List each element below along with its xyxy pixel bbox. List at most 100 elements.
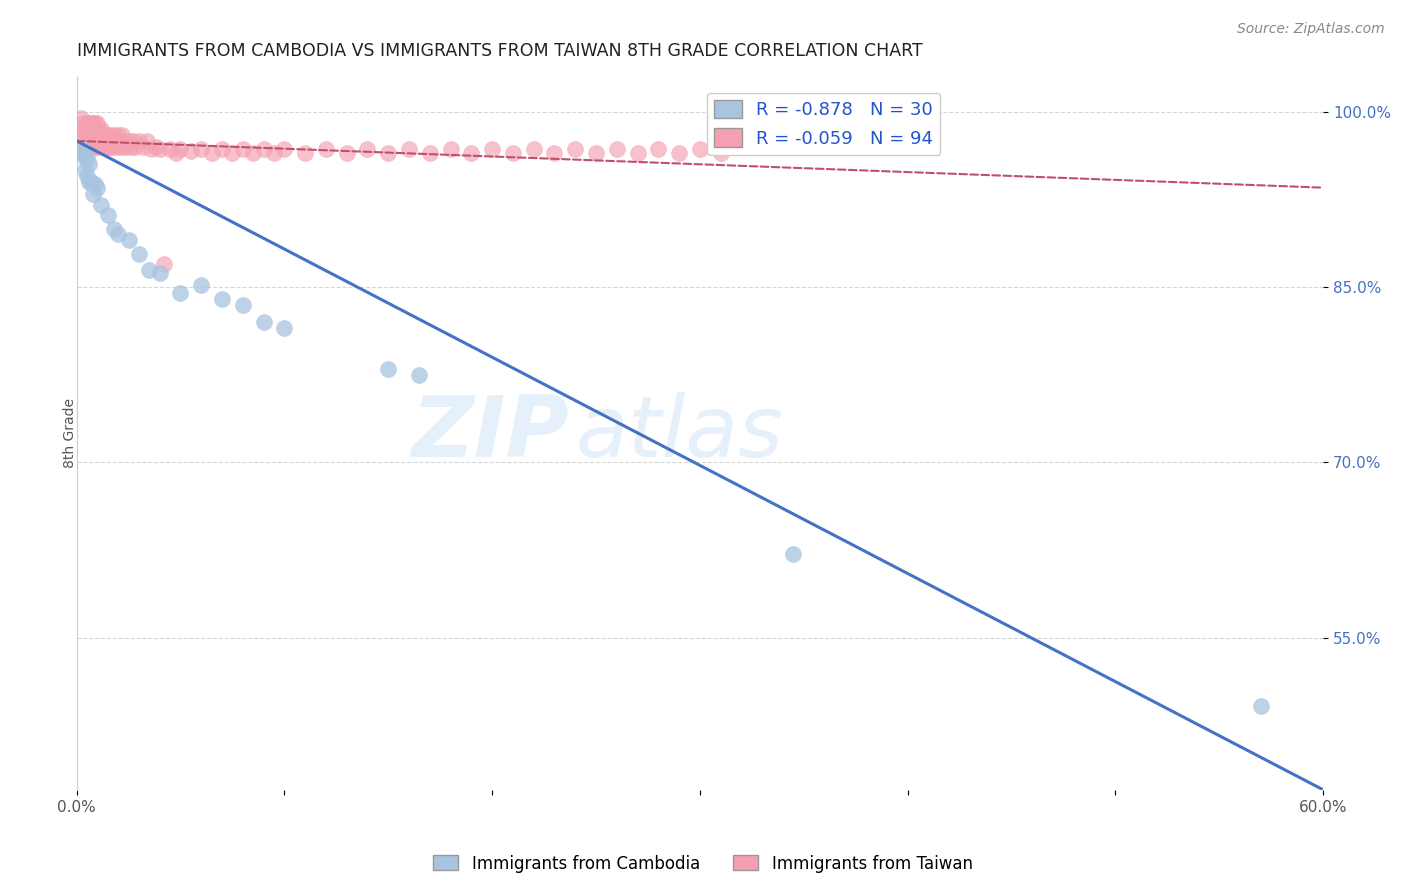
Point (77, 175, 100, 189)
Point (169, 285, 191, 300)
Point (211, 142, 233, 156)
Point (273, 142, 295, 156)
Point (73, 122, 96, 136)
Point (103, 221, 125, 235)
Point (73, 152, 96, 166)
Point (211, 292, 233, 306)
Point (77, 116, 100, 130)
Point (90, 122, 112, 136)
Point (90, 134, 112, 148)
Point (190, 277, 212, 292)
Point (76, 152, 98, 166)
Point (523, 142, 546, 156)
Point (263, 145, 285, 160)
Point (94, 128, 117, 142)
Point (481, 142, 503, 156)
Point (689, 142, 711, 156)
Point (97, 208, 120, 222)
Point (1250, 698, 1272, 713)
Point (69, 140, 91, 154)
Point (232, 297, 254, 311)
Point (89, 122, 111, 136)
Point (117, 233, 139, 247)
Point (103, 140, 125, 154)
Point (107, 140, 129, 154)
Point (69, 122, 91, 136)
Point (128, 247, 150, 261)
Point (710, 145, 733, 160)
Text: ZIP: ZIP (412, 392, 569, 475)
Point (159, 142, 181, 156)
Point (232, 142, 254, 156)
Point (149, 142, 172, 156)
Point (273, 321, 295, 335)
Point (120, 140, 142, 154)
Point (107, 227, 129, 242)
Point (242, 145, 264, 160)
Point (93, 128, 115, 142)
Point (564, 142, 586, 156)
Point (668, 145, 690, 160)
Point (112, 134, 135, 148)
Point (86, 128, 108, 142)
Point (84, 140, 107, 154)
Point (82, 128, 104, 142)
Point (82, 140, 104, 154)
Legend: Immigrants from Cambodia, Immigrants from Taiwan: Immigrants from Cambodia, Immigrants fro… (426, 848, 980, 880)
Point (89, 134, 111, 148)
Point (73, 134, 96, 148)
Point (180, 145, 202, 159)
Point (377, 145, 399, 160)
Point (86, 116, 108, 130)
Point (315, 142, 337, 156)
Point (153, 257, 176, 271)
Point (98, 128, 121, 142)
Legend: R = -0.878   N = 30, R = -0.059   N = 94: R = -0.878 N = 30, R = -0.059 N = 94 (707, 93, 941, 155)
Point (377, 362, 399, 376)
Point (439, 142, 461, 156)
Point (103, 128, 125, 142)
Point (585, 145, 607, 160)
Point (73, 163, 96, 178)
Text: atlas: atlas (575, 392, 783, 475)
Point (76, 128, 98, 142)
Point (77, 157, 100, 171)
Point (97, 128, 120, 142)
Point (72, 145, 94, 160)
Point (128, 134, 150, 148)
Point (82, 116, 104, 130)
Point (77, 140, 100, 154)
Point (132, 140, 155, 154)
Point (460, 145, 482, 160)
Point (647, 142, 669, 156)
Point (80, 128, 103, 142)
Point (84, 128, 107, 142)
Point (80, 140, 103, 154)
Text: Source: ZipAtlas.com: Source: ZipAtlas.com (1237, 22, 1385, 37)
Point (69, 111, 91, 125)
Point (169, 142, 191, 156)
Point (398, 142, 420, 156)
Point (86, 140, 108, 154)
Point (138, 262, 160, 277)
Point (336, 145, 359, 160)
Point (356, 142, 378, 156)
Point (111, 140, 134, 154)
Point (124, 140, 146, 154)
Point (221, 145, 243, 160)
Point (98, 140, 121, 154)
Point (76, 140, 98, 154)
Point (80, 175, 103, 189)
Point (136, 134, 159, 148)
Point (190, 142, 212, 156)
Point (115, 140, 138, 154)
Point (101, 134, 124, 148)
Point (107, 128, 129, 142)
Point (294, 145, 316, 160)
Point (105, 134, 128, 148)
Point (84, 116, 107, 130)
Point (72, 128, 94, 142)
Point (111, 128, 134, 142)
Y-axis label: 8th Grade: 8th Grade (63, 398, 76, 468)
Point (77, 128, 100, 142)
